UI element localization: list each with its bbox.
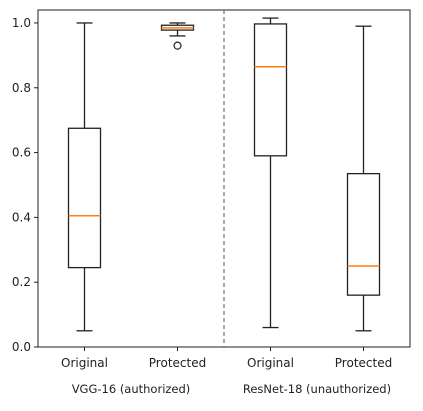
- y-tick-label: 0.6: [12, 146, 31, 160]
- x-tick-label: Original: [247, 356, 294, 370]
- outlier-point: [173, 41, 182, 50]
- x-tick-label: Protected: [149, 356, 206, 370]
- iqr-box: [253, 23, 288, 157]
- y-tick-label: 1.0: [12, 16, 31, 30]
- group-label: VGG-16 (authorized): [72, 382, 191, 396]
- group-label: ResNet-18 (unauthorized): [243, 382, 391, 396]
- y-tick-label: 0.0: [12, 340, 31, 354]
- y-tick-label: 0.8: [12, 81, 31, 95]
- y-tick-label: 0.4: [12, 210, 31, 224]
- x-tick-label: Protected: [335, 356, 392, 370]
- iqr-box: [346, 172, 381, 296]
- y-tick-label: 0.2: [12, 275, 31, 289]
- iqr-box: [67, 127, 102, 269]
- x-tick-label: Original: [61, 356, 108, 370]
